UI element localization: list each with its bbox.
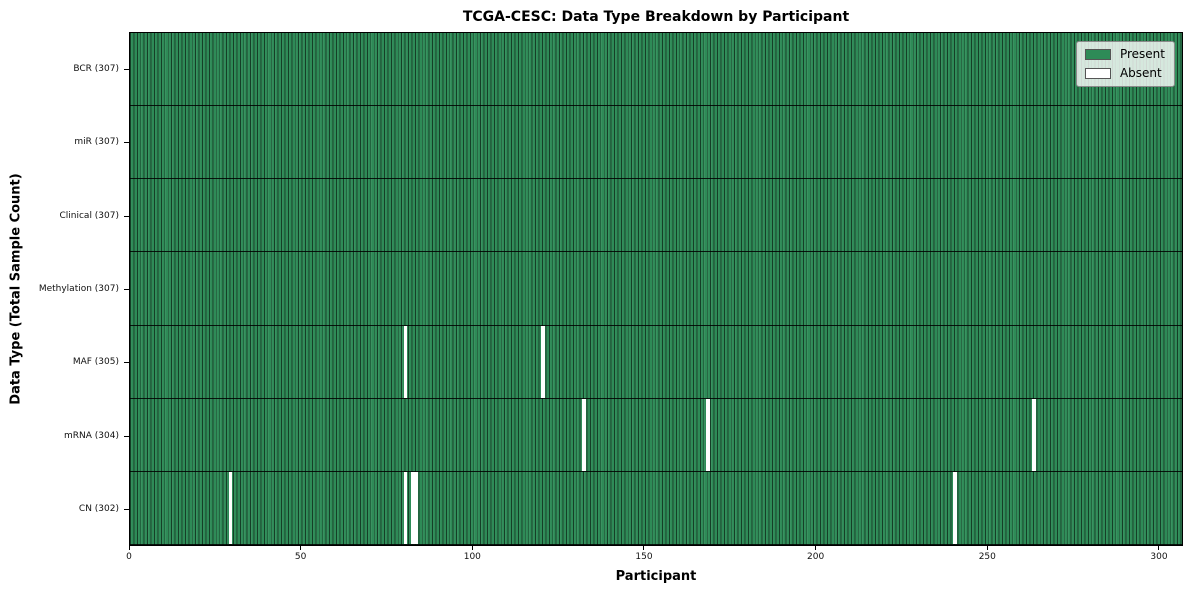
absent-cell xyxy=(540,325,545,398)
absent-cell xyxy=(1031,398,1036,471)
x-tick-label: 0 xyxy=(126,552,132,562)
x-axis-label: Participant xyxy=(615,569,697,584)
x-tick-label: 200 xyxy=(807,552,825,562)
x-tick-mark xyxy=(986,546,988,550)
y-tick-mark xyxy=(124,435,129,437)
x-tick-mark xyxy=(128,546,130,550)
x-tick-mark xyxy=(1158,546,1160,550)
absent-cell xyxy=(413,471,418,544)
legend-swatch-absent xyxy=(1084,68,1111,79)
y-tick-label-Methylation: Methylation (307) xyxy=(38,284,119,294)
heatmap-row-BCR xyxy=(130,33,1182,107)
y-tick-mark xyxy=(124,142,129,144)
y-tick-mark xyxy=(124,509,129,511)
y-tick-label-BCR: BCR (307) xyxy=(73,63,119,74)
absent-cell xyxy=(952,471,957,544)
x-tick-mark xyxy=(643,546,645,550)
heatmap-row-Methylation xyxy=(130,252,1182,326)
x-axis-ticks: 0 50 100 150 200 250 300 xyxy=(126,546,1183,570)
heatmap-row-miR xyxy=(130,106,1182,180)
absent-cell xyxy=(705,398,710,471)
absent-cell xyxy=(403,325,408,398)
legend: Present Absent xyxy=(1075,41,1175,87)
absent-cell xyxy=(410,471,415,544)
heatmap-row-MAF xyxy=(130,325,1182,399)
x-tick-mark xyxy=(815,546,817,550)
heatmap-row-CN xyxy=(130,471,1182,545)
y-tick-mark xyxy=(124,362,129,364)
x-tick-label: 150 xyxy=(635,552,653,562)
legend-label: Absent xyxy=(1119,66,1162,80)
heatmap-row-mRNA xyxy=(130,398,1182,472)
legend-item-absent: Absent xyxy=(1084,66,1165,80)
x-tick-label: 50 xyxy=(294,552,307,562)
x-tick-label: 100 xyxy=(463,552,481,562)
plot-area: Present Absent xyxy=(129,32,1183,546)
y-tick-label-MAF: MAF (305) xyxy=(72,357,119,368)
y-tick-mark xyxy=(124,289,129,290)
x-tick-label: 250 xyxy=(978,552,996,562)
y-tick-label-mRNA: mRNA (304) xyxy=(64,430,119,441)
x-tick-mark xyxy=(471,546,473,550)
heatmap-row-Clinical xyxy=(130,179,1182,253)
legend-item-present: Present xyxy=(1084,47,1165,61)
y-tick-label-CN: CN (302) xyxy=(78,504,119,515)
legend-swatch-present xyxy=(1084,49,1111,60)
y-tick-mark xyxy=(124,215,129,217)
absent-cell xyxy=(228,471,233,544)
y-tick-label-miR: miR (307) xyxy=(74,137,119,148)
y-axis-ticks: BCR (307) miR (307) Clinical (307) Methylat… xyxy=(0,32,129,546)
absent-cell xyxy=(403,471,408,544)
chart-title: TCGA-CESC: Data Type Breakdown by Partic… xyxy=(462,9,850,25)
y-tick-mark xyxy=(124,68,129,70)
y-tick-label-Clinical: Clinical (307) xyxy=(59,210,119,221)
x-tick-label: 300 xyxy=(1150,552,1168,562)
absent-cell xyxy=(582,398,587,471)
legend-label: Present xyxy=(1119,47,1165,61)
x-tick-mark xyxy=(300,546,302,550)
